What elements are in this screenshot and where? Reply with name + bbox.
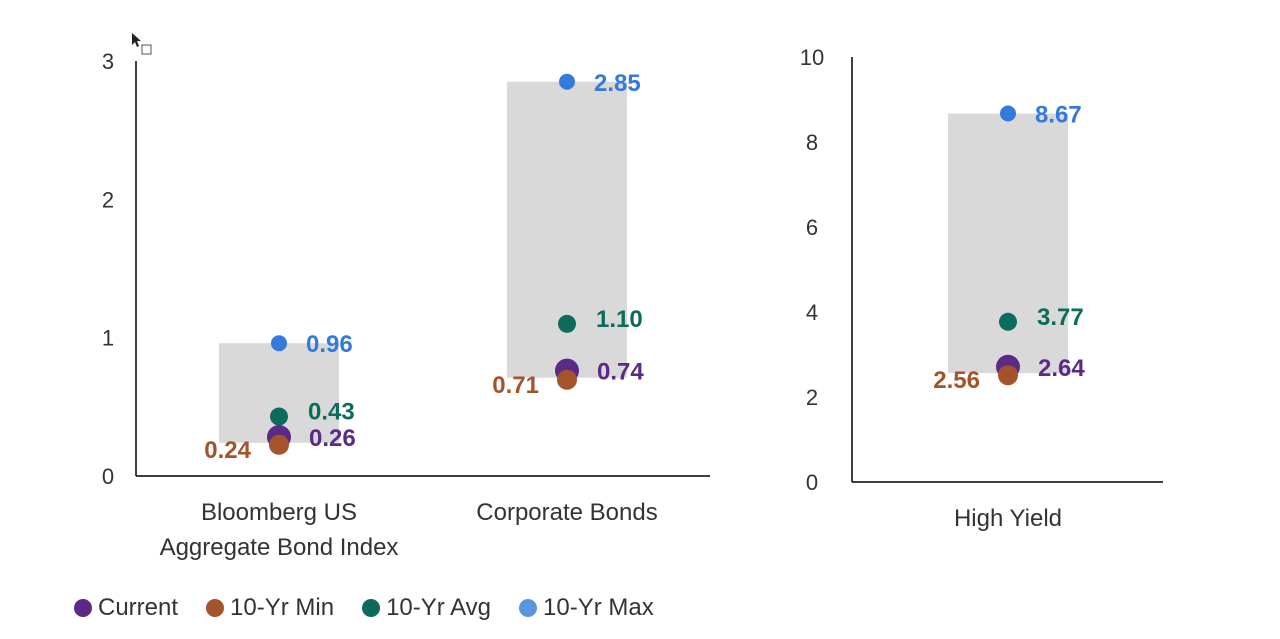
y-tick-label: 10: [800, 45, 824, 70]
legend-label: Current: [98, 594, 179, 621]
range-bar-high-yield: [948, 113, 1068, 374]
y-tick-label: 0: [806, 470, 818, 495]
data-label-current: 0.74: [597, 359, 644, 386]
legend-marker: [519, 599, 538, 617]
legend-marker: [362, 599, 381, 617]
legend-label: 10-Yr Max: [543, 594, 654, 621]
point-10yr-max: [559, 73, 575, 90]
data-label-10yr-avg: 3.77: [1037, 304, 1084, 331]
legend-item-10-yr-min: 10-Yr Min: [206, 594, 334, 622]
y-tick-label: 2: [102, 187, 114, 212]
chart-panel-left: 0 1 2 3 Bloomberg US Aggregate Bond Index 0.96…: [102, 49, 710, 561]
point-10yr-min: [269, 434, 289, 455]
point-10yr-min: [557, 369, 577, 390]
y-tick-label: 8: [806, 130, 818, 155]
point-10yr-avg: [999, 312, 1017, 331]
data-label-10yr-min: 0.71: [492, 372, 539, 399]
mouse-pointer-icon: [132, 33, 152, 55]
data-label-10yr-max: 8.67: [1035, 102, 1082, 129]
legend-item-10-yr-avg: 10-Yr Avg: [362, 594, 491, 622]
data-label-10yr-avg: 0.43: [308, 399, 355, 426]
point-10yr-avg: [558, 314, 576, 333]
data-label-10yr-min: 2.56: [933, 367, 980, 394]
data-label-10yr-max: 2.85: [594, 70, 641, 97]
legend-item-10-yr-max: 10-Yr Max: [519, 594, 654, 622]
legend-item-current: Current: [74, 594, 178, 622]
y-tick-label: 1: [102, 326, 114, 351]
y-tick-label: 2: [806, 385, 818, 410]
chart-legend: Current 10-Yr Min 10-Yr Avg 10-Yr Max: [74, 594, 682, 622]
data-label-10yr-avg: 1.10: [596, 306, 643, 333]
data-label-current: 0.26: [309, 425, 356, 452]
point-10yr-min: [998, 365, 1018, 386]
point-10yr-avg: [270, 407, 288, 426]
legend-label: 10-Yr Min: [230, 594, 335, 621]
data-label-current: 2.64: [1038, 355, 1085, 382]
legend-marker: [206, 599, 225, 617]
x-category-label: Aggregate Bond Index: [160, 534, 399, 561]
range-bar-corporate-bonds: [507, 81, 627, 378]
x-category-label: Corporate Bonds: [476, 499, 657, 526]
point-10yr-max: [271, 335, 287, 352]
data-label-10yr-min: 0.24: [204, 437, 251, 464]
y-tick-label: 3: [102, 49, 114, 74]
point-10yr-max: [1000, 105, 1016, 122]
y-tick-label: 4: [806, 300, 818, 325]
x-category-label: Bloomberg US: [201, 499, 357, 526]
legend-marker: [74, 599, 92, 617]
y-tick-label: 6: [806, 215, 818, 240]
data-label-10yr-max: 0.96: [306, 331, 353, 358]
chart-panel-right: 0 2 4 6 8 10 High Yield 8.67 3.77 2.64 2.56: [800, 45, 1163, 532]
x-category-label: High Yield: [954, 505, 1062, 532]
y-tick-label: 0: [102, 464, 114, 489]
legend-label: 10-Yr Avg: [386, 594, 492, 621]
